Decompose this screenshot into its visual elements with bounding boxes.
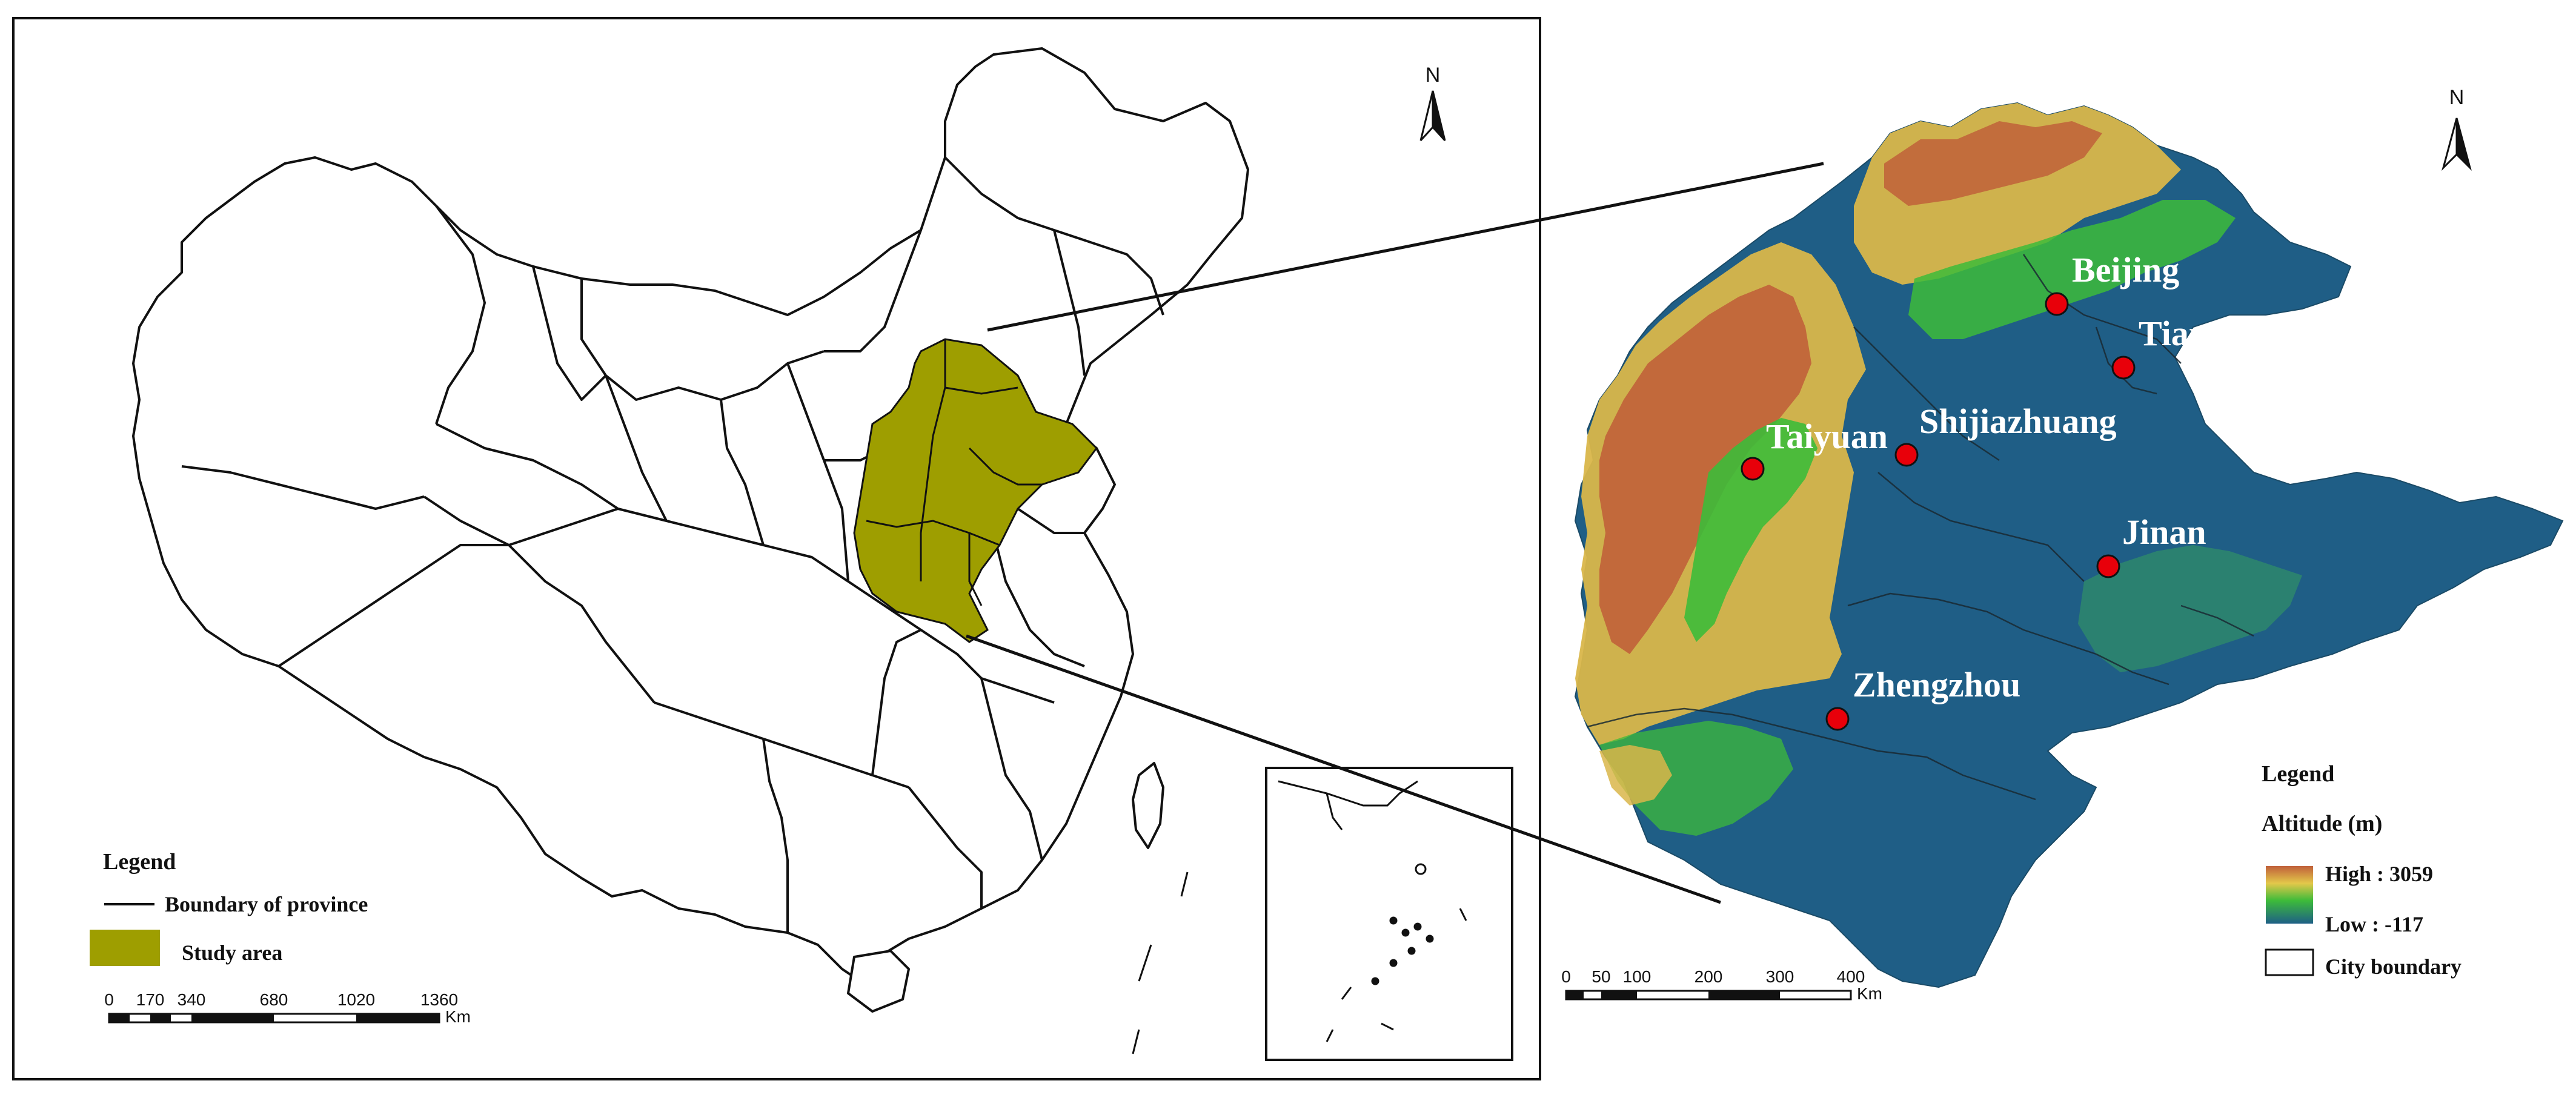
city-label-shijiazhuang: Shijiazhuang [1919, 402, 2117, 441]
dem-mountains-high [1599, 285, 1811, 654]
dem-valley [1684, 418, 1817, 642]
study-area-legend-label: Study area [182, 941, 282, 965]
right-scale-unit: Km [1857, 984, 1882, 1003]
study-area-dem [1574, 102, 2564, 988]
dem-yellow-south [1599, 745, 1672, 806]
left-scale-tick: 1360 [420, 990, 458, 1009]
province-boundary [944, 156, 1164, 316]
leader-lines [966, 162, 1824, 904]
province-boundary [1053, 230, 1086, 376]
study-area-swatch [90, 930, 160, 966]
dem-green-north [1908, 200, 2236, 339]
city-label-zhengzhou: Zhengzhou [1853, 665, 2020, 704]
right-scale-tick: 200 [1695, 967, 1723, 986]
province-boundary [532, 266, 607, 401]
left-legend: Legend Boundary of province Study area [90, 849, 368, 966]
province-boundary [605, 375, 668, 521]
city-marker-tianjin [2111, 356, 2136, 380]
city-label-jinan: Jinan [2122, 512, 2206, 552]
altitude-title: Altitude (m) [2262, 811, 2382, 836]
study-area-boundaries [866, 339, 1042, 606]
city-marker-taiyuan [1741, 457, 1765, 481]
province-boundary [847, 580, 1055, 704]
sea-dashes [1132, 872, 1189, 1054]
city-boundary-swatch [2265, 948, 2314, 976]
left-legend-title: Legend [103, 849, 176, 875]
right-scale-bar: 0 50 100 200 300 400 Km [1561, 967, 1882, 1003]
province-boundary [436, 423, 849, 583]
right-scale-tick: 0 [1561, 967, 1571, 986]
city-marker-zhengzhou [1825, 707, 1850, 731]
north-label-right: N [2449, 86, 2465, 109]
right-scale-tick: 300 [1766, 967, 1794, 986]
city-marker-shijiazhuang [1894, 443, 1919, 467]
boundary-legend-label: Boundary of province [165, 892, 368, 916]
left-scale-tick: 0 [104, 990, 114, 1009]
south-china-sea-inset [1265, 767, 1513, 1061]
right-scale-tick: 100 [1623, 967, 1651, 986]
province-boundary [654, 701, 909, 789]
province-boundary [871, 629, 921, 776]
inset-islands [1278, 780, 1467, 1042]
right-scale-tick: 400 [1837, 967, 1865, 986]
city-boundary-label: City boundary [2325, 954, 2461, 979]
altitude-gradient-swatch [2266, 866, 2313, 924]
city-label-tianjin: Tianjin [2139, 314, 2249, 353]
province-boundary [277, 544, 509, 667]
taiwan [1132, 762, 1164, 849]
city-marker-beijing [2045, 292, 2069, 316]
left-scale-tick: 340 [178, 990, 206, 1009]
city-label-taiyuan: Taiyuan [1766, 417, 1888, 456]
left-scale-unit: Km [445, 1007, 471, 1026]
province-boundary [423, 495, 656, 704]
city-label-beijing: Beijing [2072, 250, 2179, 289]
province-boundary [435, 205, 486, 425]
province-boundary [980, 678, 1043, 861]
hainan [847, 950, 910, 1013]
north-label-left: N [1426, 64, 1441, 87]
left-scale-tick: 680 [260, 990, 288, 1009]
province-boundary [720, 399, 765, 546]
province-boundary [508, 508, 619, 546]
city-markers: Beijing Tianjin Shijiazhuang Taiyuan Jin… [1741, 250, 2249, 731]
left-scale-bar: 0 170 340 680 1020 1360 Km [104, 990, 471, 1026]
province-boundary [181, 465, 425, 510]
altitude-low-label: Low : -117 [2325, 912, 2423, 936]
province-boundary [762, 738, 789, 933]
right-legend-title: Legend [2262, 761, 2334, 787]
north-arrow-right: N [2442, 86, 2472, 171]
north-arrow-left: N [1419, 64, 1446, 142]
province-boundary [824, 230, 922, 352]
left-scale-tick: 1020 [337, 990, 375, 1009]
city-marker-jinan [2096, 554, 2120, 578]
altitude-high-label: High : 3059 [2325, 862, 2433, 886]
province-boundary [908, 786, 983, 908]
province-boundary [580, 279, 825, 401]
right-scale-tick: 50 [1592, 967, 1610, 986]
right-legend: Legend Altitude (m) High : 3059 Low : -1… [2262, 761, 2461, 979]
study-area-region [853, 338, 1098, 643]
left-scale-tick: 170 [136, 990, 165, 1009]
dem-mountains-north-high [1884, 121, 2102, 206]
